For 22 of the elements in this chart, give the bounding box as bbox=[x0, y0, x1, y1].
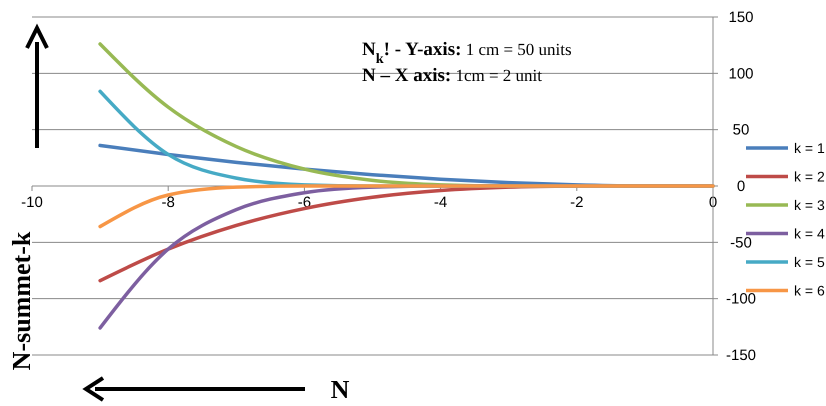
x-tick-label: -2 bbox=[570, 194, 584, 211]
line-series bbox=[98, 184, 715, 228]
annotation: N – X axis: 1cm = 2 unit bbox=[362, 65, 542, 86]
x-tick-label: -4 bbox=[434, 194, 448, 211]
y-tick-label: -50 bbox=[730, 234, 752, 252]
y-tick-label: -100 bbox=[726, 290, 756, 308]
annotation: N$_{k}$! - Y-axis: 1 cm = 50 units bbox=[362, 39, 572, 67]
legend-label: k = 1 bbox=[794, 140, 825, 156]
y-tick-label: -150 bbox=[726, 347, 756, 364]
y-tick-label: 150 bbox=[728, 9, 754, 26]
y-tick-label: 50 bbox=[732, 122, 750, 139]
x-axis-title: N bbox=[330, 375, 350, 404]
x-tick-label: -8 bbox=[162, 194, 175, 211]
legend-label: k = 5 bbox=[794, 254, 825, 270]
y-tick-label: 100 bbox=[728, 65, 754, 82]
legend-label: k = 6 bbox=[794, 282, 825, 298]
legend-label: k = 2 bbox=[794, 168, 825, 184]
legend-label: k = 4 bbox=[794, 226, 825, 242]
x-tick-label: -10 bbox=[21, 194, 43, 211]
y-axis-title: N-summet-k bbox=[7, 231, 36, 370]
legend-label: k = 3 bbox=[794, 197, 825, 213]
y-tick-label: 0 bbox=[736, 178, 746, 195]
